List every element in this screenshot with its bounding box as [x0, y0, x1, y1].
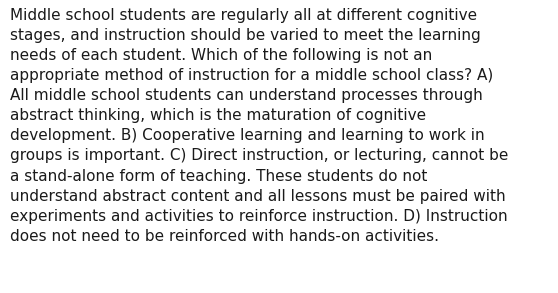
Text: Middle school students are regularly all at different cognitive
stages, and inst: Middle school students are regularly all… [10, 8, 508, 244]
